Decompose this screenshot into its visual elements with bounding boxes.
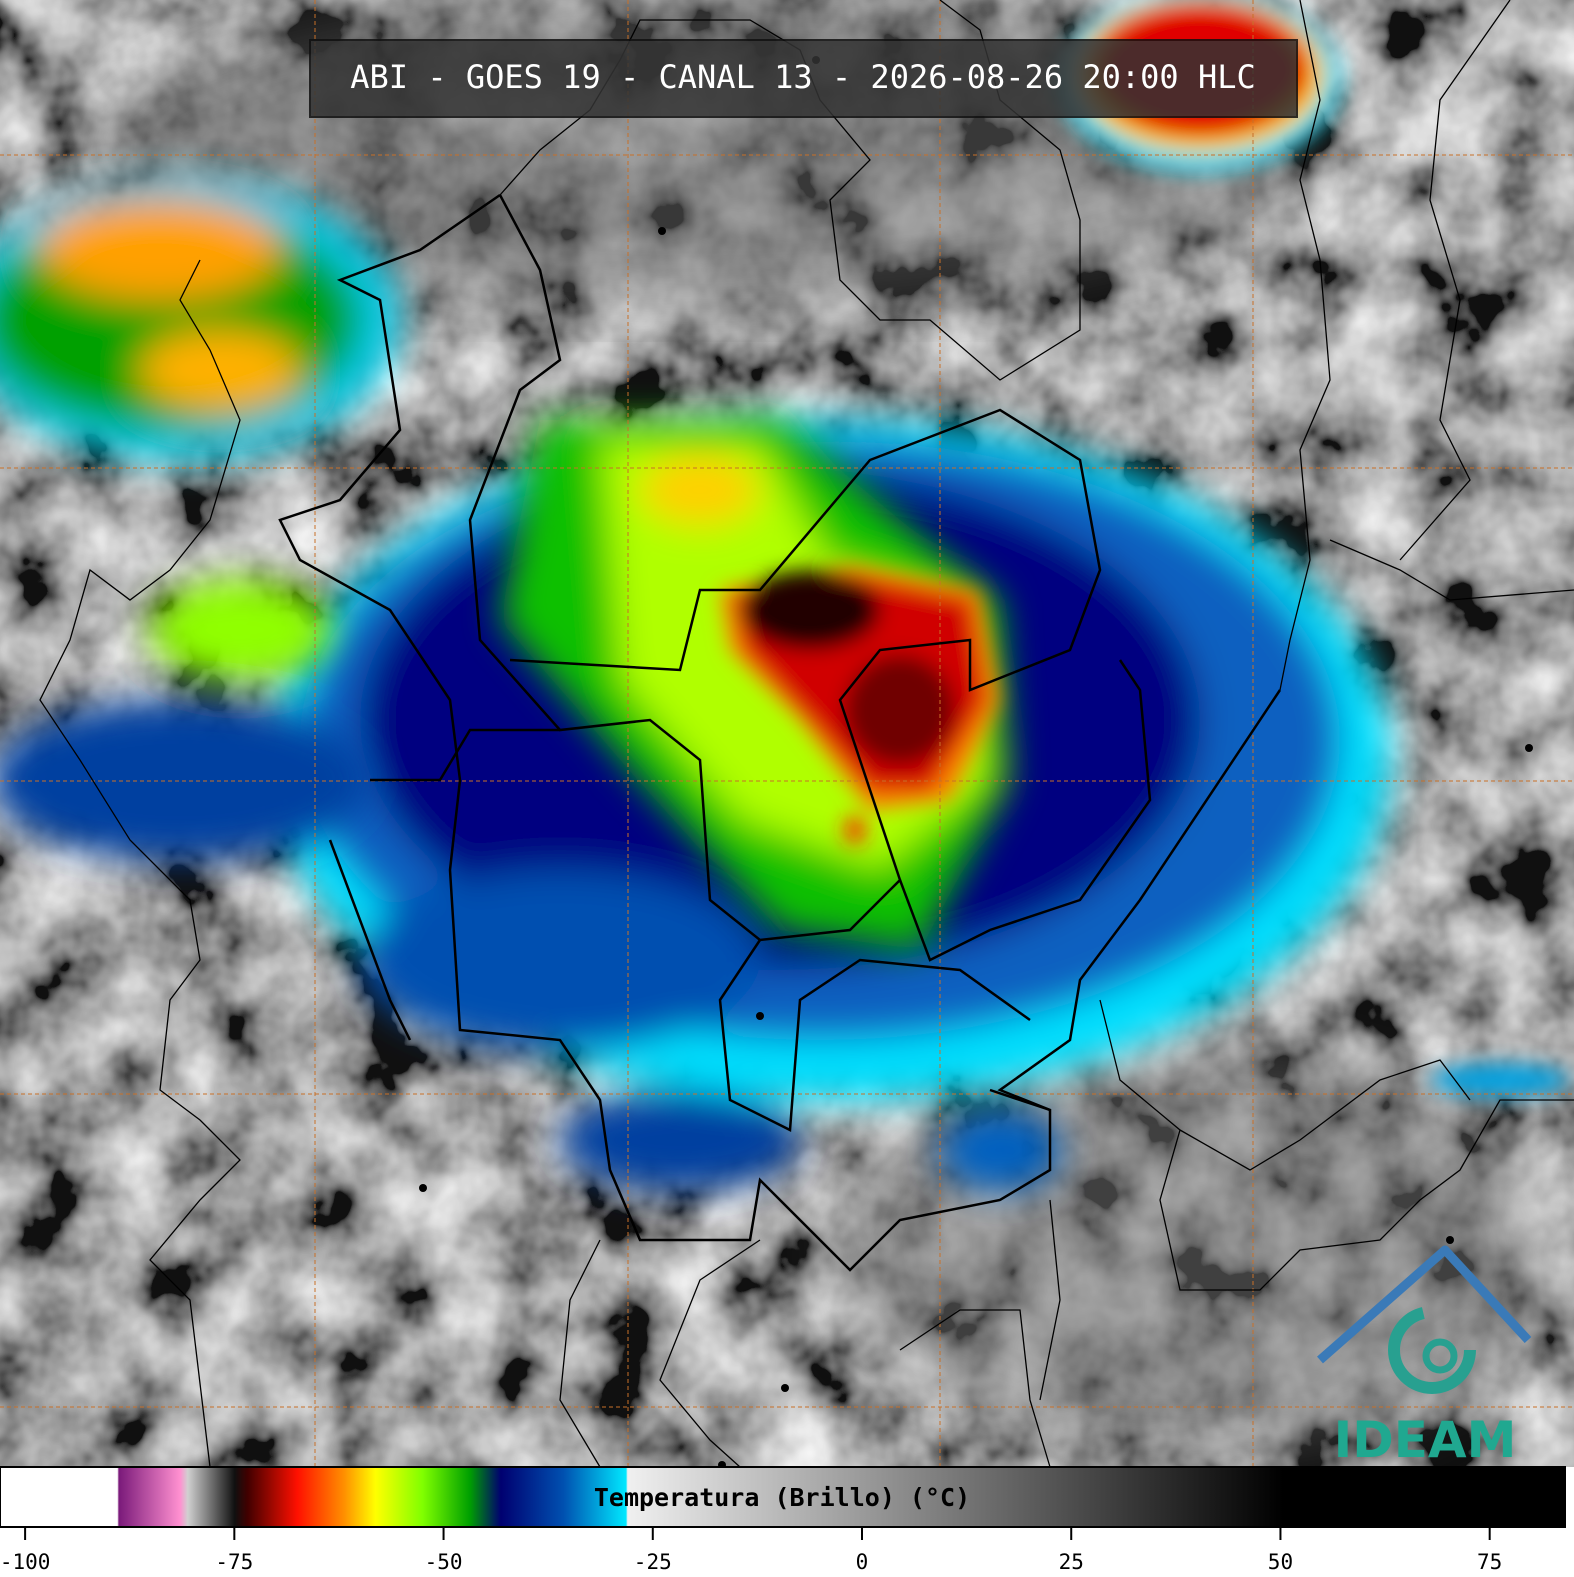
logo-text: IDEAM: [1334, 1411, 1517, 1469]
colorbar-tick-label: 25: [1059, 1550, 1084, 1574]
colorbar-label: Temperatura (Brillo) (°C): [594, 1483, 970, 1512]
borders: [39, 0, 1574, 1468]
logo: IDEAM: [1317, 1245, 1532, 1469]
title-box: [309, 39, 1298, 118]
colorbar-tick-label: -50: [425, 1550, 463, 1574]
colorbar-tick-label: -75: [215, 1550, 253, 1574]
colorbar-tick-label: -25: [634, 1550, 672, 1574]
colorbar-ramp: [0, 1466, 1566, 1528]
colorbar: Temperatura (Brillo) (°C): [0, 1466, 1566, 1528]
colorbar-tick-label: 50: [1268, 1550, 1293, 1574]
colorbar-tick-label: 0: [856, 1550, 869, 1574]
colorbar-tick-label: 75: [1477, 1550, 1502, 1574]
colorbar-tick-label: -100: [0, 1550, 50, 1574]
graticule: [0, 0, 1574, 1467]
imagery: [0, 0, 1574, 1469]
title: ABI - GOES 19 - CANAL 13 - 2026-08-26 20…: [350, 58, 1255, 96]
